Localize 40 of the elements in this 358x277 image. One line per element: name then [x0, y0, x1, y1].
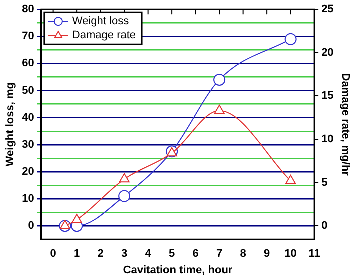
y-tick-label: 40 [22, 112, 34, 124]
point [214, 104, 225, 114]
y-tick-label: 30 [22, 138, 34, 151]
x-tick-label: 9 [264, 248, 270, 260]
x-tick-label: 5 [169, 248, 176, 260]
x-tick-label: 6 [192, 248, 199, 260]
legend-label: Weight loss [72, 16, 130, 28]
y2-tick-label: 20 [322, 46, 334, 59]
y-tick-label: 20 [22, 166, 34, 178]
y2-tick-label: 0 [322, 220, 328, 232]
point [60, 220, 70, 230]
y-tick-label: 70 [22, 30, 34, 43]
y2-tick-label: 25 [322, 4, 334, 16]
x-tick-label: 7 [216, 248, 223, 260]
x-tick-label: 10 [284, 248, 297, 260]
y2-tick-label: 15 [322, 90, 334, 102]
x-tick-label: 2 [98, 248, 104, 260]
point [284, 33, 297, 46]
point [72, 214, 82, 224]
x-tick-label: 8 [240, 248, 246, 260]
point [214, 74, 226, 86]
point [286, 175, 296, 184]
y-tick-label: 60 [22, 58, 34, 70]
y2-tick-label: 10 [322, 134, 334, 146]
x-tick-label: 4 [145, 248, 152, 260]
x-tick-label: 11 [308, 248, 320, 260]
y-tick-label: 50 [22, 84, 34, 97]
point [119, 173, 130, 183]
y2-axis-title: Damage rate, mg/hr [339, 73, 352, 177]
x-tick-label: 0 [50, 248, 56, 260]
y-tick-label: 0 [28, 220, 34, 232]
x-axis-title: Cavitation time, hour [123, 264, 234, 276]
y-tick-label: 10 [22, 193, 34, 206]
y2-tick-label: 5 [322, 176, 328, 189]
y-tick-label: 80 [22, 4, 34, 16]
legend-label: Damage rate [72, 30, 136, 42]
x-tick-label: 1 [74, 248, 80, 260]
y-axis-title: Weight loss, mg [4, 82, 17, 167]
point [118, 190, 131, 202]
x-tick-label: 3 [122, 248, 128, 260]
